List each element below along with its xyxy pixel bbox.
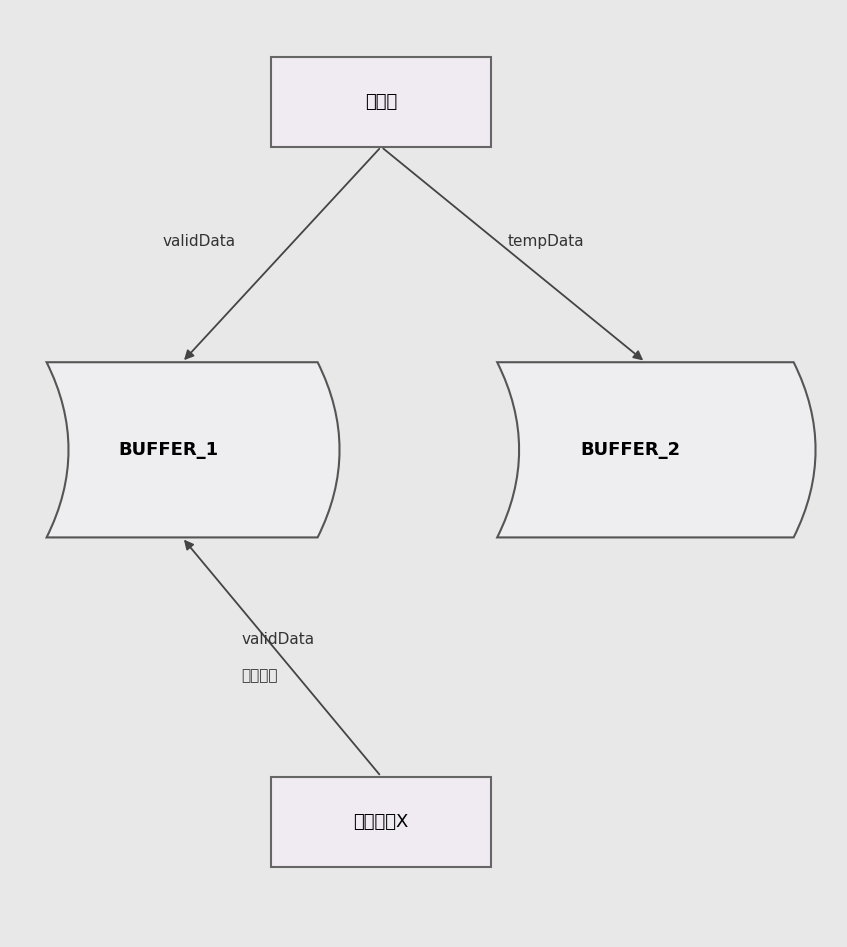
- Text: validData: validData: [163, 234, 235, 249]
- Text: 读取数据: 读取数据: [241, 668, 278, 683]
- PathPatch shape: [47, 363, 340, 538]
- Text: BUFFER_1: BUFFER_1: [119, 440, 219, 459]
- Text: validData: validData: [241, 632, 314, 647]
- FancyBboxPatch shape: [271, 57, 491, 147]
- PathPatch shape: [497, 363, 816, 538]
- Text: 目的端口X: 目的端口X: [353, 813, 409, 831]
- Text: BUFFER_2: BUFFER_2: [580, 440, 681, 459]
- FancyBboxPatch shape: [271, 777, 491, 867]
- Text: tempData: tempData: [508, 234, 584, 249]
- Text: 源端口: 源端口: [365, 93, 397, 111]
